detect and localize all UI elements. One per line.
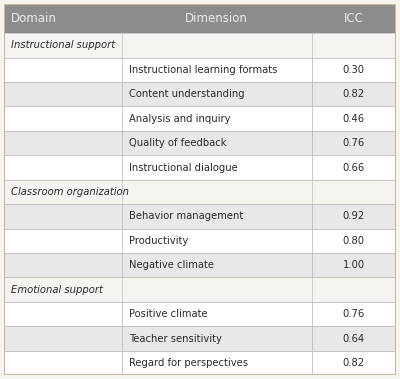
Text: Instructional support: Instructional support	[11, 40, 115, 50]
Bar	[312, 229, 396, 253]
Text: Analysis and inquiry: Analysis and inquiry	[130, 114, 231, 124]
Bar	[122, 58, 312, 82]
Bar	[122, 204, 312, 229]
Bar	[122, 4, 312, 33]
Text: Emotional support: Emotional support	[11, 285, 103, 295]
Bar	[122, 131, 312, 155]
Text: Content understanding: Content understanding	[130, 89, 245, 99]
Bar	[4, 106, 122, 131]
Text: 0.92: 0.92	[343, 211, 365, 221]
Text: Domain: Domain	[11, 12, 57, 25]
Text: 0.76: 0.76	[343, 138, 365, 148]
Text: Instructional learning formats: Instructional learning formats	[130, 65, 278, 75]
Bar	[312, 204, 396, 229]
Text: Positive climate: Positive climate	[130, 309, 208, 319]
Bar	[312, 82, 396, 106]
Text: Regard for perspectives: Regard for perspectives	[130, 358, 248, 368]
Text: Productivity: Productivity	[130, 236, 189, 246]
Text: 0.66: 0.66	[343, 163, 365, 172]
Text: 0.82: 0.82	[343, 89, 365, 99]
Bar	[122, 155, 312, 180]
Text: 0.30: 0.30	[343, 65, 365, 75]
Bar	[4, 253, 122, 277]
Bar	[312, 326, 396, 351]
Text: 0.64: 0.64	[343, 334, 365, 343]
Text: 0.82: 0.82	[343, 358, 365, 368]
Text: Classroom organization: Classroom organization	[11, 187, 129, 197]
Text: ICC: ICC	[344, 12, 364, 25]
Text: Behavior management: Behavior management	[130, 211, 244, 221]
Bar	[312, 131, 396, 155]
Bar	[122, 82, 312, 106]
Bar	[312, 4, 396, 33]
Text: Teacher sensitivity: Teacher sensitivity	[130, 334, 222, 343]
Bar	[4, 302, 122, 326]
Text: Negative climate: Negative climate	[130, 260, 214, 270]
Bar	[4, 204, 122, 229]
Text: 0.76: 0.76	[343, 309, 365, 319]
Bar	[4, 277, 396, 302]
Bar	[312, 106, 396, 131]
Bar	[4, 131, 122, 155]
Bar	[4, 33, 396, 58]
Bar	[122, 229, 312, 253]
Bar	[4, 58, 122, 82]
Bar	[312, 58, 396, 82]
Bar	[4, 180, 396, 204]
Bar	[4, 326, 122, 351]
Text: 0.46: 0.46	[343, 114, 365, 124]
Bar	[312, 155, 396, 180]
Text: Instructional dialogue: Instructional dialogue	[130, 163, 238, 172]
Bar	[312, 351, 396, 375]
Bar	[122, 253, 312, 277]
Bar	[4, 155, 122, 180]
Bar	[4, 82, 122, 106]
Text: Dimension: Dimension	[185, 12, 248, 25]
Bar	[122, 326, 312, 351]
Bar	[122, 351, 312, 375]
Bar	[312, 302, 396, 326]
Bar	[122, 106, 312, 131]
Bar	[4, 229, 122, 253]
Bar	[312, 253, 396, 277]
Text: Quality of feedback: Quality of feedback	[130, 138, 227, 148]
Text: 1.00: 1.00	[343, 260, 365, 270]
Bar	[122, 302, 312, 326]
Bar	[4, 4, 122, 33]
Bar	[4, 351, 122, 375]
Text: 0.80: 0.80	[343, 236, 365, 246]
